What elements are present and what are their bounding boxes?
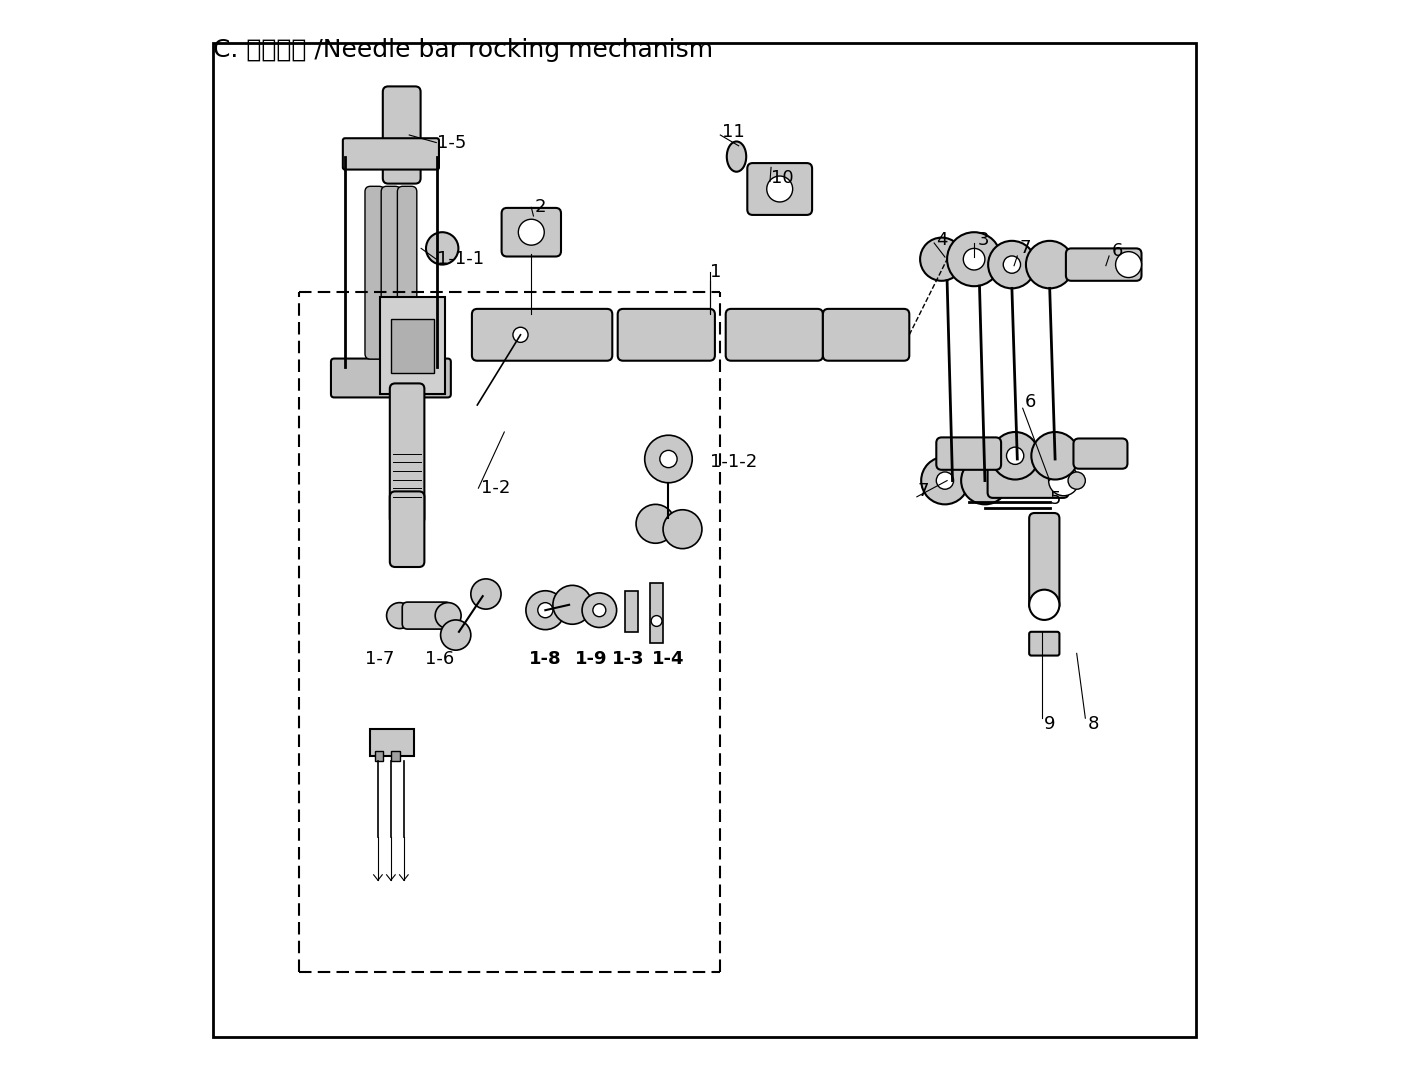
Text: 1-9: 1-9 [575,650,607,667]
Text: 11: 11 [722,123,745,140]
FancyBboxPatch shape [390,491,424,567]
Circle shape [526,591,565,630]
Circle shape [1029,590,1060,620]
Text: 4: 4 [937,231,948,248]
Text: 1-1-1: 1-1-1 [437,251,484,268]
Circle shape [512,327,528,342]
FancyBboxPatch shape [501,207,561,256]
Text: 7: 7 [1019,240,1032,257]
Circle shape [1006,447,1023,464]
Circle shape [992,432,1039,480]
Text: 10: 10 [771,170,793,187]
Circle shape [553,585,592,624]
Circle shape [1032,432,1078,480]
FancyBboxPatch shape [397,186,417,359]
Text: 2: 2 [535,199,546,216]
Circle shape [1003,256,1020,273]
Text: 3: 3 [978,231,989,248]
Bar [380,297,446,394]
FancyBboxPatch shape [343,138,438,170]
FancyBboxPatch shape [383,86,420,184]
Text: 8: 8 [1087,715,1098,732]
Bar [375,751,383,761]
Circle shape [946,232,1000,286]
Text: 6: 6 [1025,393,1036,410]
Circle shape [636,504,675,543]
Text: 1-4: 1-4 [653,650,685,667]
FancyBboxPatch shape [988,463,1069,498]
Circle shape [964,248,985,270]
FancyBboxPatch shape [748,163,812,215]
Circle shape [988,241,1036,288]
Circle shape [766,176,793,202]
Bar [370,729,413,756]
Circle shape [386,603,413,629]
Text: 5: 5 [1050,490,1061,508]
Circle shape [1026,241,1073,288]
Circle shape [436,603,461,629]
Circle shape [593,604,606,617]
FancyBboxPatch shape [365,186,385,359]
Circle shape [582,593,617,627]
Bar [650,583,663,643]
FancyBboxPatch shape [617,309,715,361]
Circle shape [471,579,501,609]
Text: 1-2: 1-2 [481,480,509,497]
FancyBboxPatch shape [1029,513,1060,610]
FancyBboxPatch shape [331,359,451,397]
Circle shape [1115,252,1141,278]
Circle shape [921,457,969,504]
Text: C. 针杆机构 /Needle bar rocking mechanism: C. 针杆机构 /Needle bar rocking mechanism [213,38,712,62]
Circle shape [440,620,471,650]
Circle shape [644,435,692,483]
Text: 1-7: 1-7 [366,650,394,667]
Circle shape [663,510,702,549]
Text: 1-3: 1-3 [612,650,644,667]
Circle shape [1069,472,1086,489]
FancyBboxPatch shape [823,309,910,361]
Ellipse shape [727,141,746,172]
Text: 1: 1 [710,264,721,281]
Circle shape [660,450,677,468]
Circle shape [651,616,663,626]
Text: 1-6: 1-6 [424,650,454,667]
Circle shape [920,238,964,281]
Text: 1-5: 1-5 [437,134,467,151]
Bar [390,751,400,761]
Circle shape [1049,465,1078,496]
FancyBboxPatch shape [1029,632,1060,656]
Circle shape [518,219,545,245]
Text: 1-1-2: 1-1-2 [710,454,756,471]
FancyBboxPatch shape [382,186,400,359]
Text: 9: 9 [1044,715,1056,732]
Circle shape [538,603,553,618]
Circle shape [426,232,458,265]
Text: 6: 6 [1111,242,1122,259]
Text: 1-8: 1-8 [529,650,562,667]
FancyBboxPatch shape [402,603,451,629]
FancyBboxPatch shape [937,437,1000,470]
FancyBboxPatch shape [725,309,823,361]
Bar [390,319,434,373]
Text: 7: 7 [918,483,929,500]
Circle shape [961,457,1009,504]
Bar [626,591,639,632]
FancyBboxPatch shape [1073,438,1128,469]
FancyBboxPatch shape [473,309,613,361]
FancyBboxPatch shape [390,383,424,524]
Circle shape [937,472,954,489]
FancyBboxPatch shape [1066,248,1141,281]
